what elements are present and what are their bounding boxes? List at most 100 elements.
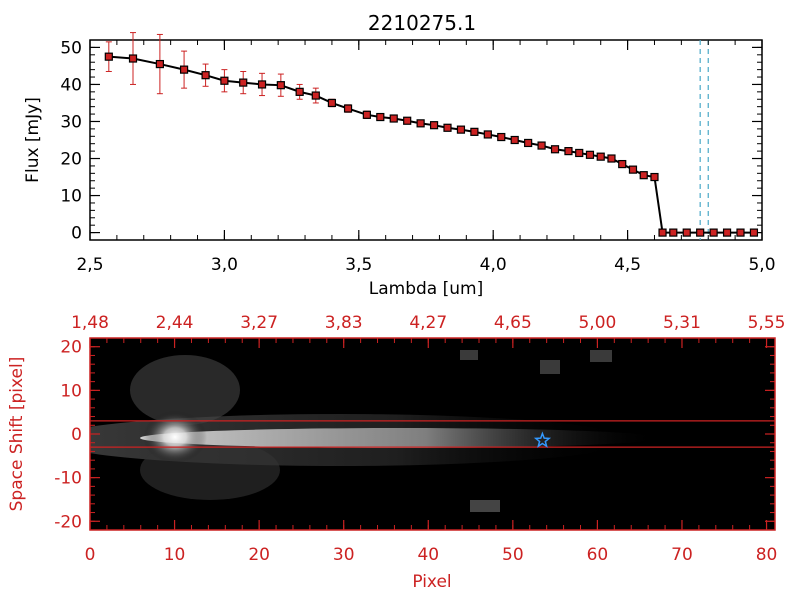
y-tick-label: 30 (60, 112, 82, 132)
data-point (596, 152, 605, 161)
heatmap-noise-patch (590, 350, 612, 362)
x-axis-ticks: 2,5 3,0 3,5 4,0 4,5 5,0 (76, 40, 776, 275)
x-tick-label: 3,0 (211, 255, 238, 275)
data-point (327, 98, 337, 108)
data-point (658, 228, 667, 237)
x-tick-label: 50 (502, 545, 524, 565)
extraction-band (90, 420, 775, 448)
heatmap-noise-patch (470, 500, 500, 512)
y-tick-label: 10 (60, 187, 82, 207)
data-point (403, 116, 412, 125)
top-tick-label: 3,27 (240, 313, 278, 333)
heatmap-image (90, 350, 660, 512)
spectrum-image-plot: -20 -10 0 10 20 0 10 20 30 40 50 60 70 80 1,48 2,44 3,… (7, 313, 785, 592)
x-axis-label: Pixel (412, 572, 451, 592)
top-tick-label: 5,31 (663, 313, 701, 333)
top-tick-label: 5,00 (578, 313, 616, 333)
top-tick-label: 3,83 (325, 313, 363, 333)
top-tick-label: 5,55 (748, 313, 786, 333)
data-point (220, 76, 229, 85)
data-point (389, 114, 398, 123)
data-point (524, 138, 533, 148)
data-point (276, 81, 285, 90)
x-tick-label: 80 (756, 545, 778, 565)
top-tick-label: 1,48 (71, 313, 109, 333)
x-tick-label: 10 (164, 545, 186, 565)
data-point (618, 159, 627, 169)
y-axis-label: Space Shift [pixel] (7, 357, 27, 512)
data-point (179, 65, 189, 74)
y-axis-label: Flux [mJy] (23, 97, 43, 183)
x-tick-label: 4,5 (614, 255, 641, 275)
top-axis-ticks: 1,48 2,44 3,27 3,83 4,27 4,65 5,00 5,31 5,55 (71, 313, 785, 348)
x-tick-label: 60 (587, 545, 609, 565)
data-point (376, 112, 385, 122)
data-point (585, 150, 595, 159)
data-point (682, 228, 691, 237)
data-point (650, 172, 659, 182)
data-point (628, 165, 638, 174)
y-tick-label: -10 (54, 469, 82, 489)
data-point (669, 228, 678, 237)
x-tick-label: 0 (85, 545, 96, 565)
data-point (429, 121, 439, 130)
heatmap-noise-patch (540, 360, 560, 374)
y-tick-label: 50 (60, 38, 82, 58)
heatmap-upper-glow (130, 355, 240, 425)
chart-title: 2210275.1 (368, 11, 476, 35)
data-point (550, 145, 560, 154)
data-point (470, 127, 479, 136)
top-tick-label: 4,27 (409, 313, 447, 333)
data-point (749, 228, 759, 237)
data-point (257, 80, 267, 89)
heatmap-noise-patch (460, 350, 478, 360)
data-point (709, 228, 718, 237)
x-tick-label: 70 (671, 545, 693, 565)
data-point (443, 123, 452, 132)
y-tick-label: 20 (60, 338, 82, 358)
y-tick-label: 0 (71, 224, 82, 244)
source-star-marker (533, 431, 552, 448)
data-point (510, 135, 519, 145)
data-point (311, 91, 320, 100)
x-tick-label: 4,0 (480, 255, 507, 275)
data-point (416, 119, 425, 128)
data-point (295, 87, 304, 96)
flux-series-markers (104, 52, 759, 237)
data-point (564, 147, 573, 156)
data-point (456, 125, 466, 134)
data-point (155, 59, 164, 69)
x-tick-label: 2,5 (76, 255, 103, 275)
y-tick-label: 10 (60, 381, 82, 401)
data-point (497, 132, 506, 142)
data-point (128, 54, 138, 63)
data-point (483, 130, 492, 139)
x-tick-label: 3,5 (345, 255, 372, 275)
data-point (104, 52, 113, 61)
spectrum-plot: 2210275.1 0 10 20 30 40 50 2,5 3,0 3,5 4,0 4,5 5,0… (23, 11, 776, 299)
y-tick-label: 20 (60, 150, 82, 170)
y-axis-ticks: 0 10 20 30 40 50 (60, 38, 762, 244)
y-tick-label: 40 (60, 75, 82, 95)
data-point (639, 171, 648, 180)
heatmap-streak (140, 428, 660, 448)
x-axis-ticks: 0 10 20 30 40 50 60 70 80 (85, 520, 778, 565)
data-point (575, 148, 584, 158)
cutoff-lines (662, 40, 762, 240)
data-point (362, 110, 371, 119)
x-tick-label: 30 (333, 545, 355, 565)
spectrum-plot-frame (89, 39, 763, 241)
data-point (343, 104, 353, 113)
top-tick-label: 4,65 (494, 313, 532, 333)
x-tick-label: 40 (417, 545, 439, 565)
data-point (537, 141, 546, 150)
y-axis-ticks: -20 -10 0 10 20 (54, 337, 775, 532)
heatmap-hotspot (143, 411, 207, 463)
star-marker (533, 431, 552, 448)
error-bars (105, 32, 658, 180)
data-point (696, 228, 705, 237)
data-point (736, 228, 745, 237)
data-point (722, 228, 732, 237)
y-tick-label: 0 (71, 425, 82, 445)
